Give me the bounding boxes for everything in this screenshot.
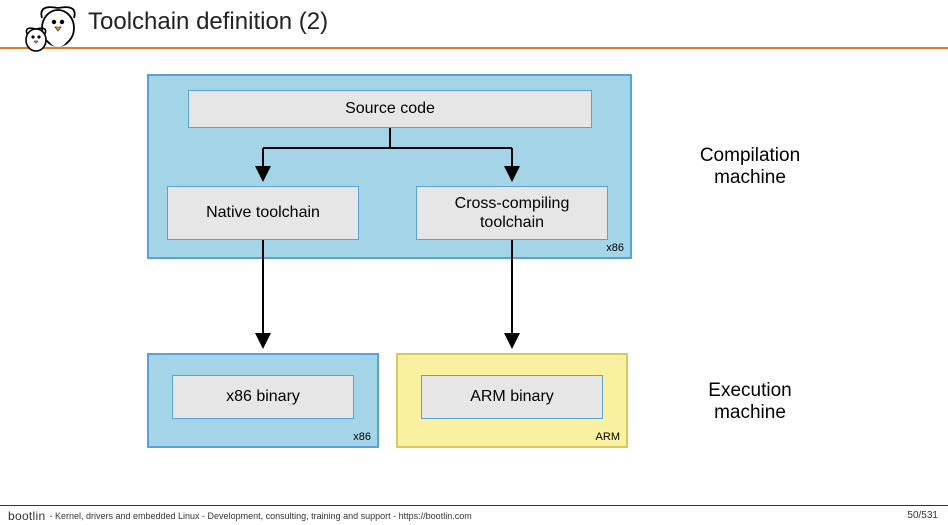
exec-arm-arch-label: ARM (596, 431, 620, 443)
footer: bootlin - Kernel, drivers and embedded L… (0, 505, 948, 525)
footer-text: - Kernel, drivers and embedded Linux - D… (49, 511, 471, 521)
exec-x86-arch-label: x86 (353, 431, 371, 443)
x86-binary-node: x86 binary (172, 375, 354, 419)
compilation-arch-label: x86 (606, 242, 624, 254)
arm-binary-node: ARM binary (421, 375, 603, 419)
header-rule (0, 47, 948, 49)
diagram-canvas: x86 Source code Native toolchain Cross-c… (0, 60, 948, 480)
compilation-side-label: Compilationmachine (680, 145, 820, 189)
penguin-logo-icon (18, 4, 80, 54)
page-number: 50/531 (907, 510, 938, 521)
page-title: Toolchain definition (2) (88, 8, 948, 36)
footer-brand: bootlin (8, 509, 45, 523)
cross-toolchain-node: Cross-compilingtoolchain (416, 186, 608, 240)
source-code-node: Source code (188, 90, 592, 128)
execution-side-label: Executionmachine (680, 380, 820, 424)
native-toolchain-node: Native toolchain (167, 186, 359, 240)
